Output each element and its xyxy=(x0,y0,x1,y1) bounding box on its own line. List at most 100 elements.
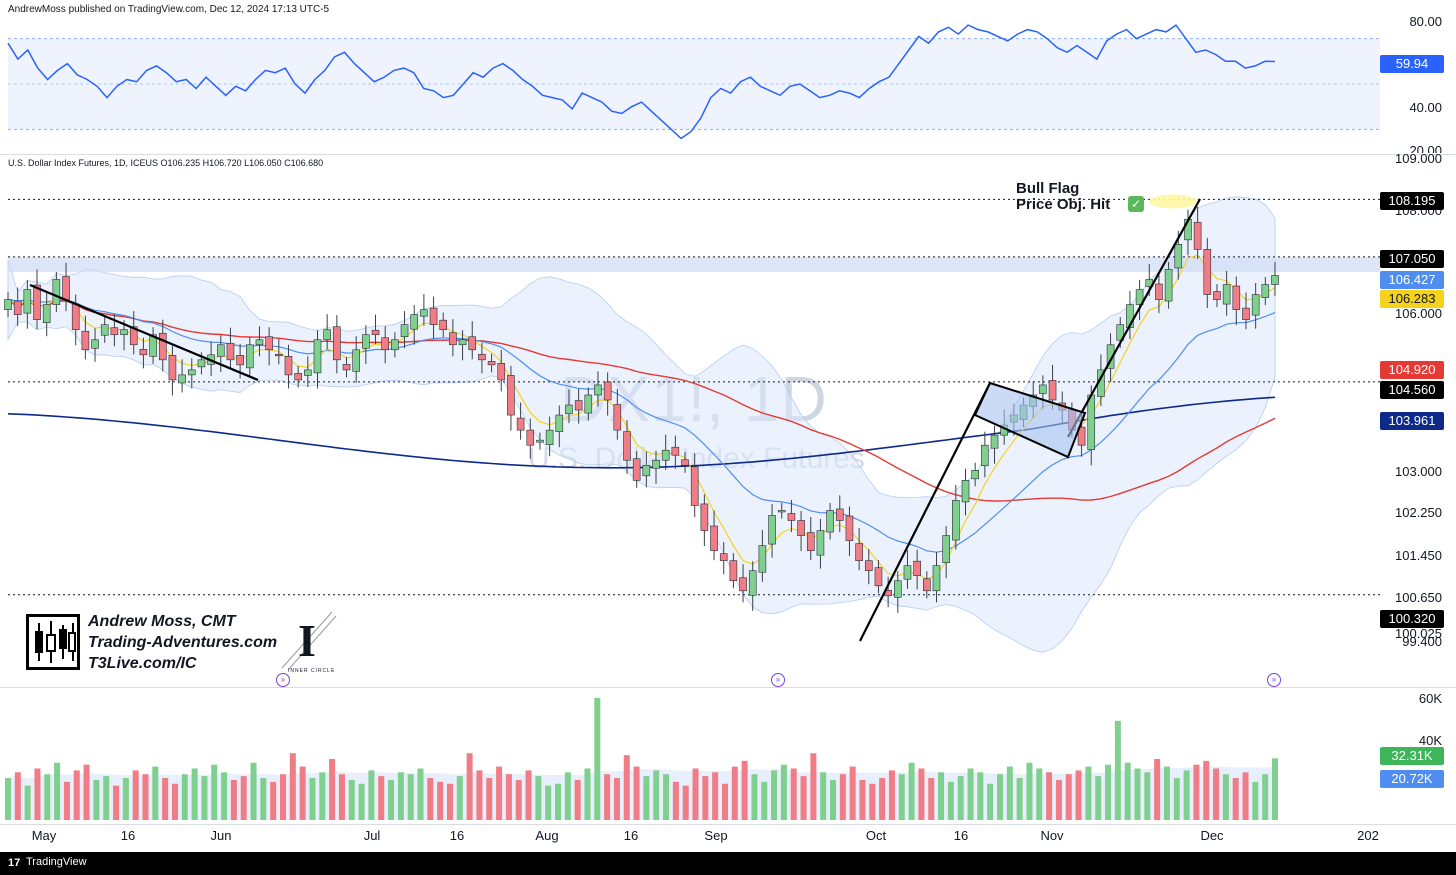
price-axis-label: 103.000 xyxy=(1395,464,1442,479)
sma50-line xyxy=(7,299,1276,502)
candle xyxy=(990,434,999,449)
candle xyxy=(275,354,283,357)
volume-bar xyxy=(771,770,778,820)
volume-bar xyxy=(505,774,512,820)
volume-bar xyxy=(780,764,787,820)
candle xyxy=(652,459,660,469)
volume-bar xyxy=(358,783,365,820)
candle xyxy=(777,510,786,513)
x-axis-label: 16 xyxy=(120,828,136,843)
candle xyxy=(1261,284,1270,298)
candle xyxy=(478,354,486,361)
candle xyxy=(516,417,525,431)
volume-bar xyxy=(1203,760,1210,820)
volume-bar xyxy=(211,764,218,820)
candle xyxy=(23,289,32,314)
candle xyxy=(100,324,109,336)
volume-bar xyxy=(191,768,198,820)
price-axis-label: 109.000 xyxy=(1395,151,1442,166)
candle xyxy=(62,276,70,300)
candle xyxy=(1222,284,1231,305)
volume-bar xyxy=(594,697,601,820)
candle xyxy=(971,469,979,480)
volume-bar xyxy=(761,781,768,820)
candle xyxy=(236,355,244,366)
volume-bar xyxy=(309,778,316,820)
volume-bar xyxy=(751,774,758,820)
event-icon[interactable]: » xyxy=(771,673,785,687)
brand-site-2: T3Live.com/IC xyxy=(88,655,197,672)
volume-bar xyxy=(1232,778,1239,820)
volume-bar xyxy=(496,766,503,820)
volume-bar xyxy=(663,774,670,820)
event-icon[interactable]: » xyxy=(276,673,290,687)
candle xyxy=(613,404,622,431)
volume-bar xyxy=(859,779,866,820)
candle xyxy=(178,374,186,384)
x-axis-label: 202 xyxy=(1357,828,1379,843)
volume-bar xyxy=(446,783,453,820)
volume-bar xyxy=(849,766,856,820)
volume-bar xyxy=(171,783,178,820)
candle xyxy=(797,520,805,536)
volume-bar xyxy=(54,762,61,820)
volume-bar xyxy=(83,764,90,820)
volume-bar xyxy=(898,774,905,820)
candle xyxy=(826,510,834,533)
price-axis-label: 99.400 xyxy=(1402,634,1442,649)
pane-divider[interactable] xyxy=(0,154,1456,155)
volume-bar xyxy=(34,768,41,820)
volume-bar xyxy=(476,770,483,820)
candle xyxy=(729,560,738,582)
volume-bar xyxy=(152,766,159,820)
candle xyxy=(584,394,593,414)
price-axis-label: 102.250 xyxy=(1395,505,1442,520)
candle xyxy=(594,384,602,396)
candle xyxy=(845,515,854,541)
annotation-bull-flag: Bull Flag xyxy=(1016,180,1080,197)
volume-bar xyxy=(830,779,837,820)
candle xyxy=(623,431,631,461)
volume-bar xyxy=(682,785,689,820)
pane-divider[interactable] xyxy=(0,687,1456,688)
candle xyxy=(700,503,709,531)
brand-name: Andrew Moss, CMT xyxy=(88,613,236,630)
volume-bar xyxy=(574,779,581,820)
volume-bar xyxy=(928,778,935,820)
event-icon[interactable]: » xyxy=(1267,673,1281,687)
volume-bar xyxy=(63,781,70,820)
volume-bar xyxy=(378,776,385,820)
volume-bar xyxy=(967,768,974,820)
volume-bar xyxy=(407,774,414,820)
volume-bar xyxy=(996,774,1003,820)
candle xyxy=(187,369,196,376)
volume-bar xyxy=(1095,776,1102,820)
candle xyxy=(1048,380,1057,401)
candle xyxy=(91,339,99,349)
candle xyxy=(942,535,950,563)
volume-bar xyxy=(1075,770,1082,820)
symbol-info: U.S. Dollar Index Futures, 1D, ICEUS O10… xyxy=(8,158,324,168)
x-axis-label: 16 xyxy=(449,828,465,843)
candle xyxy=(458,339,467,346)
candle xyxy=(903,565,912,580)
candle xyxy=(226,342,235,361)
candle xyxy=(313,339,322,374)
candle xyxy=(42,304,51,323)
volume-axis-label: 40K xyxy=(1418,733,1442,748)
volume-bar xyxy=(162,778,169,820)
volume-bar xyxy=(73,770,80,820)
price-pane[interactable] xyxy=(0,155,1380,685)
volume-bar xyxy=(790,768,797,820)
price-tag-support: 104.560 xyxy=(1380,381,1444,399)
candle xyxy=(52,279,61,305)
candle xyxy=(565,404,573,414)
volume-bar xyxy=(260,778,267,820)
volume-bar xyxy=(643,776,650,820)
candle xyxy=(913,560,921,577)
candle xyxy=(1135,289,1144,305)
volume-bar xyxy=(1183,770,1190,820)
volume-bar xyxy=(1272,758,1278,820)
candle xyxy=(690,466,699,506)
candle xyxy=(758,545,767,573)
